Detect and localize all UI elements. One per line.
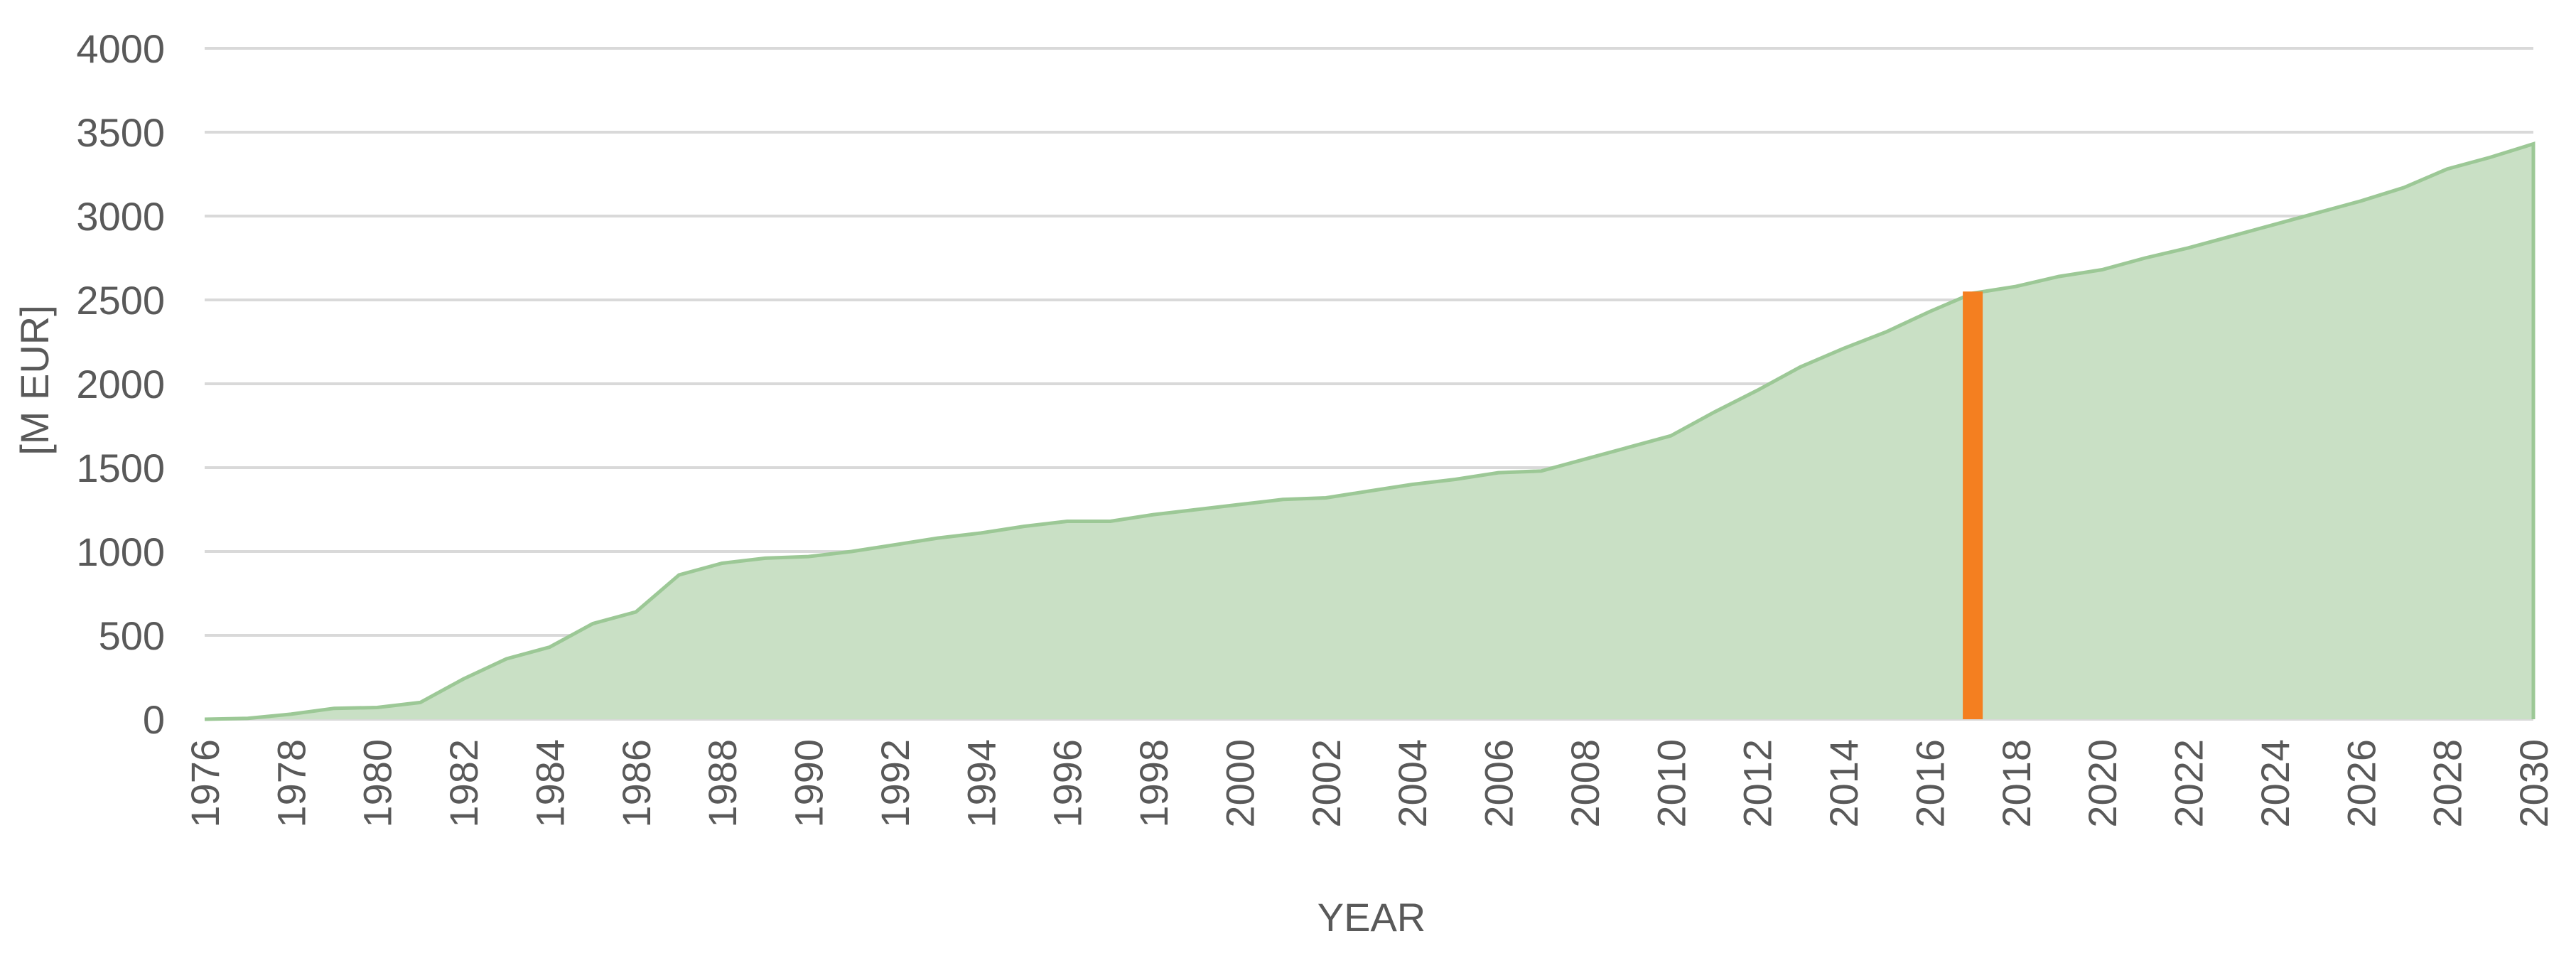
x-tick-label: 1980 xyxy=(355,739,400,828)
y-tick-label: 500 xyxy=(99,613,165,658)
x-tick-label: 2008 xyxy=(1563,739,1607,828)
x-tick-label: 2030 xyxy=(2511,739,2556,828)
x-tick-label: 2022 xyxy=(2167,739,2211,828)
x-tick-label: 2018 xyxy=(1994,739,2039,828)
x-tick-label: 2028 xyxy=(2425,739,2470,828)
x-tick-label: 1986 xyxy=(614,739,659,828)
x-tick-label: 2014 xyxy=(1821,739,1866,828)
y-tick-label: 2500 xyxy=(76,278,165,323)
x-tick-label: 1976 xyxy=(183,739,227,828)
area-line-series-0 xyxy=(204,141,2535,721)
x-axis-ticks: 1976 1978 1980 1982 1984 1986 1988 1990 1992 1994… xyxy=(183,739,2556,828)
x-tick-label: 1988 xyxy=(700,739,745,828)
x-tick-label: 2026 xyxy=(2339,739,2383,828)
y-tick-label: 1500 xyxy=(76,446,165,490)
x-tick-label: 2024 xyxy=(2253,739,2297,828)
x-tick-label: 1982 xyxy=(441,739,486,828)
x-tick-label: 1984 xyxy=(527,739,572,828)
y-tick-label: 4000 xyxy=(76,26,165,71)
x-tick-label: 1998 xyxy=(1131,739,1176,828)
x-tick-label: 2000 xyxy=(1217,739,1262,828)
y-tick-label: 0 xyxy=(143,697,165,742)
y-tick-label: 2000 xyxy=(76,362,165,407)
x-tick-label: 1992 xyxy=(873,739,917,828)
area-fill-series-0 xyxy=(205,144,2533,719)
x-tick-label: 1990 xyxy=(787,739,831,828)
x-tick-label: 1996 xyxy=(1045,739,1090,828)
y-axis-ticks: 0 500 1000 1500 2000 2500 3000 3500 4000 xyxy=(76,26,165,742)
y-axis-title: [M EUR] xyxy=(12,305,57,456)
x-tick-label: 2020 xyxy=(2080,739,2125,828)
x-tick-label: 2012 xyxy=(1735,739,1780,828)
highlight-marker-bar xyxy=(1963,291,1983,719)
y-tick-label: 3000 xyxy=(76,194,165,239)
y-tick-label: 3500 xyxy=(76,110,165,155)
x-tick-label: 1978 xyxy=(269,739,313,828)
x-tick-label: 2016 xyxy=(1907,739,1952,828)
x-tick-label: 2006 xyxy=(1477,739,1521,828)
x-tick-label: 1994 xyxy=(959,739,1003,828)
x-tick-label: 2002 xyxy=(1304,739,1349,828)
area-layer xyxy=(204,141,2535,721)
x-axis-title: YEAR xyxy=(1317,895,1426,940)
x-tick-label: 2010 xyxy=(1649,739,1693,828)
y-tick-label: 1000 xyxy=(76,529,165,574)
x-tick-label: 2004 xyxy=(1390,739,1435,828)
marker-layer xyxy=(1963,291,1983,719)
